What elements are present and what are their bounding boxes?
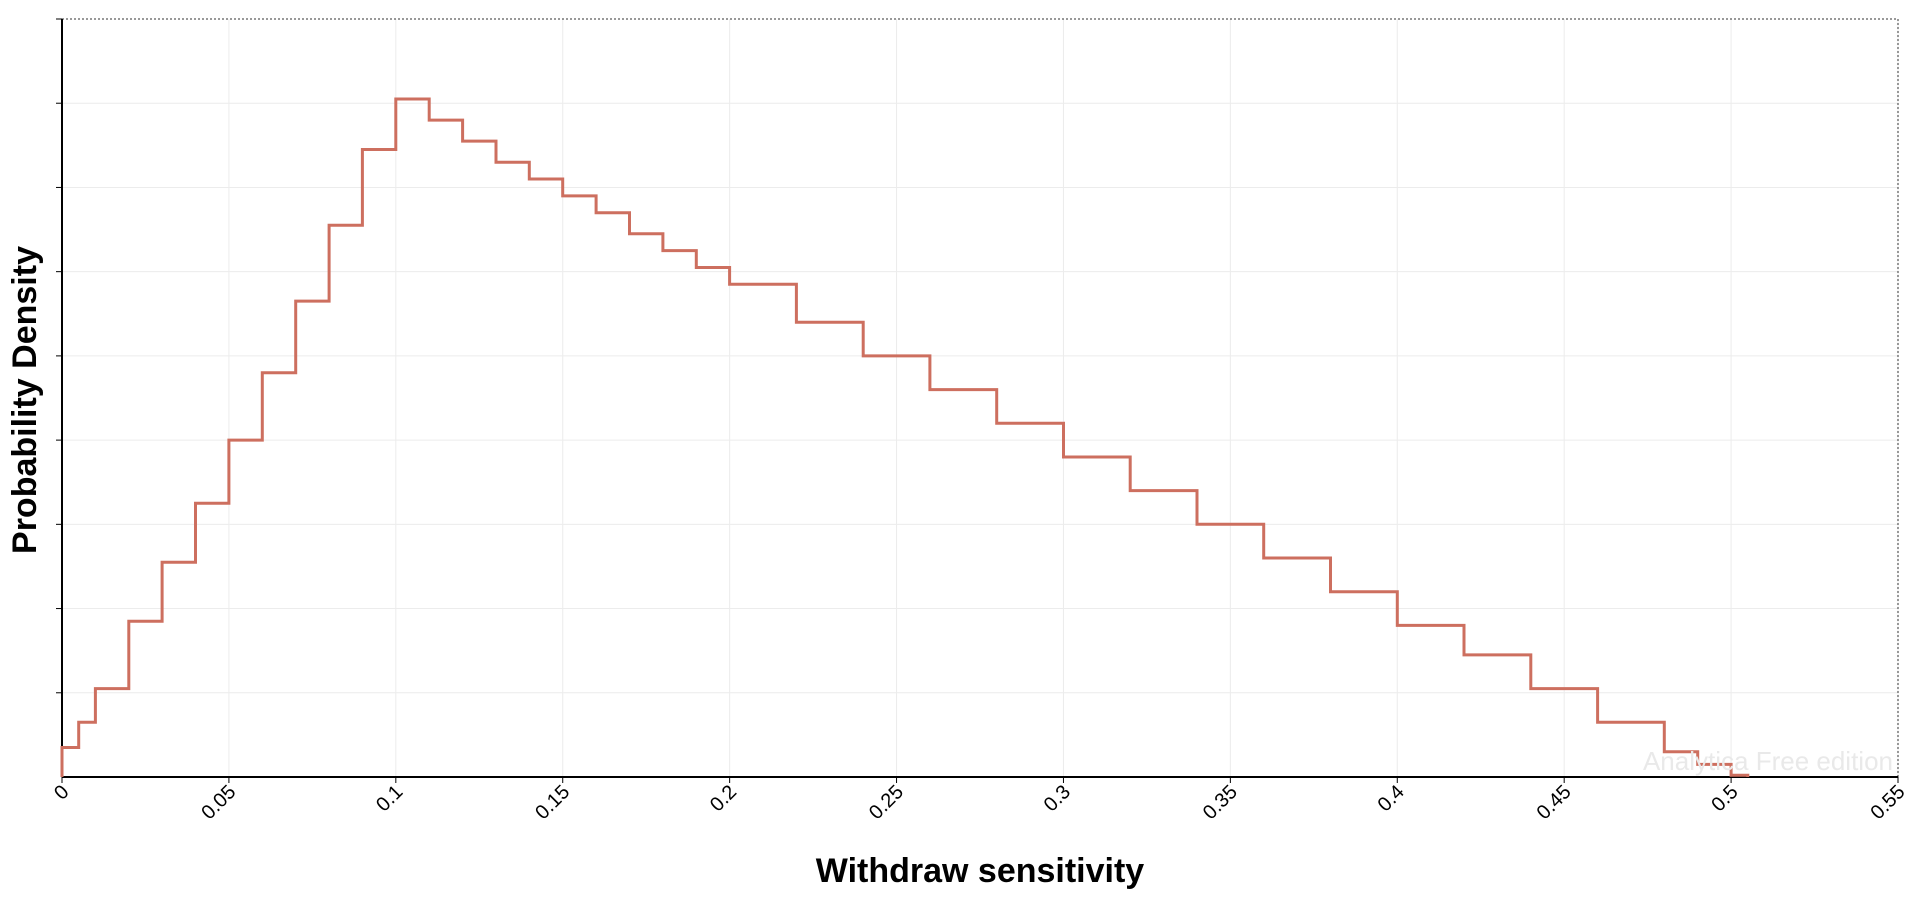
plot-frame bbox=[62, 18, 1899, 777]
x-tick-label: 0.2 bbox=[706, 781, 741, 816]
x-tick-label: 0.15 bbox=[531, 781, 574, 824]
x-tick-label: 0.3 bbox=[1040, 781, 1075, 816]
watermark-text: Analytica Free edition bbox=[1643, 746, 1893, 776]
axes bbox=[61, 19, 1898, 778]
series-line bbox=[60, 97, 1750, 777]
x-tick-label: 0.4 bbox=[1374, 781, 1409, 816]
x-tick-label: 0.45 bbox=[1533, 781, 1576, 824]
x-tick-label: 0.1 bbox=[372, 781, 407, 816]
x-tick-label: 0 bbox=[50, 781, 73, 804]
y-axis-title: Probability Density bbox=[6, 246, 44, 554]
y-axis-ticks bbox=[56, 18, 62, 694]
x-tick-label: 0.35 bbox=[1199, 781, 1242, 824]
x-tick-label: 0.05 bbox=[197, 781, 240, 824]
x-tick-label: 0.25 bbox=[865, 781, 908, 824]
x-axis-title: Withdraw sensitivity bbox=[816, 852, 1145, 890]
grid bbox=[62, 19, 1899, 777]
series-group bbox=[60, 97, 1750, 777]
x-tick-label: 0.55 bbox=[1866, 781, 1909, 824]
x-tick-label: 0.5 bbox=[1707, 781, 1742, 816]
x-axis-ticks: 0 0.05 0.1 0.15 0.2 0.25 0.3 0.35 0.4 0.45 0.5 0.55 bbox=[50, 777, 1910, 824]
